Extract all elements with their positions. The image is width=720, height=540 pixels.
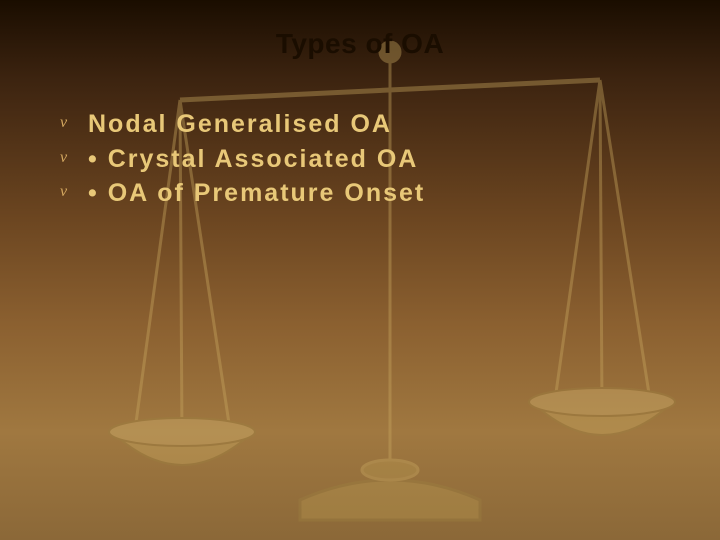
slide-title: Types of OA xyxy=(0,28,720,60)
bullet-icon: v xyxy=(60,143,88,167)
slide: Types of OA v Nodal Generalised OA v • C… xyxy=(0,0,720,540)
list-item: v • Crystal Associated OA xyxy=(60,143,680,176)
item-text: • OA of Premature Onset xyxy=(88,177,425,210)
bullet-icon: v xyxy=(60,177,88,201)
content-area: v Nodal Generalised OA v • Crystal Assoc… xyxy=(60,108,680,212)
list-item: v Nodal Generalised OA xyxy=(60,108,680,141)
scales-decoration xyxy=(0,0,720,540)
item-text: Nodal Generalised OA xyxy=(88,108,392,141)
bullet-icon: v xyxy=(60,108,88,132)
list-item: v • OA of Premature Onset xyxy=(60,177,680,210)
item-text: • Crystal Associated OA xyxy=(88,143,418,176)
